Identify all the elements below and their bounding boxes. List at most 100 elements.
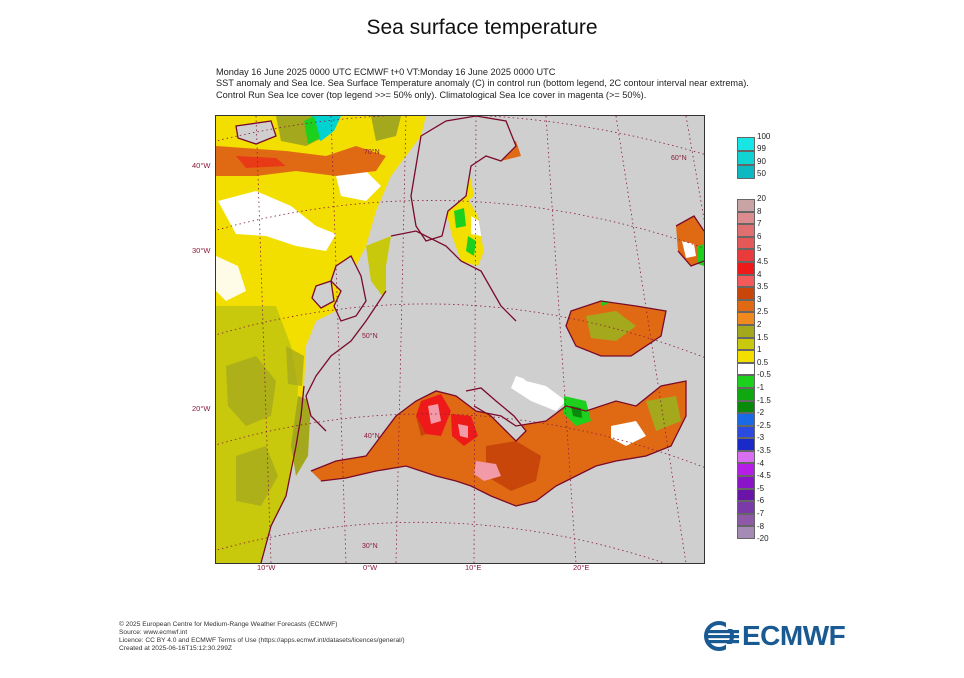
sst-swatch [737, 463, 755, 477]
sst-swatch [737, 438, 755, 451]
sst-swatch [737, 236, 755, 250]
sst-anomaly-map[interactable]: 70°N 60°N 50°N 40°N 30°N [215, 115, 705, 564]
caspian-green [698, 244, 704, 266]
sst-swatch [737, 476, 755, 489]
sst-legend-label: 8 [757, 206, 762, 216]
sst-swatch [737, 488, 755, 502]
sst-swatch [737, 249, 755, 262]
lon-label-20e: 20°E [573, 563, 590, 572]
sst-legend-label: -2 [757, 408, 765, 418]
sst-legend-label: -3.5 [757, 446, 771, 455]
ice-swatch-90 [737, 165, 755, 179]
atlantic-olive-patches [226, 346, 304, 506]
graticule [216, 116, 704, 563]
sst-legend-label: -3 [757, 433, 765, 443]
levantine-olive [646, 396, 681, 431]
greenland-green [304, 116, 320, 144]
header-line-2: SST anomaly and Sea Ice. Sea Surface Tem… [216, 78, 749, 89]
ice-swatch-99 [737, 151, 755, 165]
sst-swatch [737, 211, 755, 225]
inner-label-60n: 60°N [671, 154, 687, 162]
atlantic-white-patches [218, 171, 381, 251]
sst-legend-label: -1.5 [757, 395, 771, 405]
ice-label-50: 50 [757, 169, 766, 178]
sst-swatch [737, 299, 755, 313]
balkans [516, 356, 576, 396]
sst-legend-label: 5 [757, 244, 762, 254]
sst-legend-label: 7 [757, 219, 762, 229]
mediterranean-sea [311, 381, 686, 506]
sst-legend-label: 0.5 [757, 357, 769, 367]
atlantic-red-north [236, 156, 286, 168]
ireland [312, 281, 334, 308]
sst-swatch [737, 199, 755, 212]
lat-label-40w: 40°W [192, 161, 211, 170]
sst-anomaly-legend: 20 8 7 6 5 4.5 4 3.5 3 2.5 2 1.5 1 0.5 -0.5 -1 -1.5 -2 -2.… [737, 194, 771, 543]
sst-legend-label: -5 [757, 483, 765, 493]
map-canvas: 70°N 60°N 50°N 40°N 30°N [216, 116, 704, 563]
ice-label-90: 90 [757, 157, 766, 166]
sst-legend-label: -6 [757, 496, 765, 506]
caspian-sea [676, 216, 704, 266]
mediterranean-dark-orange [416, 411, 541, 491]
middle-east [656, 416, 704, 563]
sst-swatch [737, 387, 755, 401]
sst-swatch [737, 337, 755, 351]
sst-legend-label: 2.5 [757, 307, 769, 317]
sst-swatch [737, 324, 755, 338]
ice-swatch-100 [737, 137, 755, 151]
sst-legend-label: 6 [757, 231, 762, 241]
iceland [236, 121, 276, 144]
inner-label-30n: 30°N [362, 542, 378, 550]
footer-licence: Licence: CC BY 4.0 and ECMWF Terms of Us… [119, 637, 405, 644]
sst-legend-label: -4 [757, 458, 765, 468]
sst-swatch [737, 261, 755, 275]
sst-swatch [737, 224, 755, 237]
finland-russia [474, 156, 704, 321]
scandinavia [411, 116, 516, 241]
inner-label-50n: 50°N [362, 332, 378, 340]
sst-swatch [737, 450, 755, 464]
sst-swatch [737, 425, 755, 439]
sst-legend-label: 2 [757, 320, 762, 329]
sst-swatch [737, 287, 755, 300]
lat-label-30w: 30°W [192, 246, 211, 255]
lon-label-10e: 10°E [465, 563, 482, 572]
sst-legend-label: 1.5 [757, 332, 769, 342]
sst-legend-label: -0.5 [757, 370, 771, 380]
footer-copyright: © 2025 European Centre for Medium-Range … [119, 621, 338, 628]
sst-legend-label: -20 [757, 534, 769, 544]
sst-legend-label: -4.5 [757, 471, 771, 481]
sst-swatch [737, 362, 755, 376]
great-britain [331, 256, 366, 321]
sst-swatch [737, 312, 755, 325]
ecmwf-logo[interactable]: ECMWF [704, 619, 849, 653]
sst-swatch [737, 350, 755, 363]
turkey [571, 341, 704, 401]
sst-swatch [737, 274, 755, 288]
atlantic-white-patches-2 [216, 211, 271, 301]
inner-label-70n: 70°N [364, 148, 380, 156]
sst-legend-label: 3.5 [757, 282, 769, 292]
footer-created: Created at 2025-06-16T15:12:30.299Z [119, 645, 232, 652]
sst-legend-label: 20 [757, 194, 766, 203]
footer-credits: © 2025 European Centre for Medium-Range … [119, 621, 405, 653]
lon-label-0w: 0°W [363, 563, 378, 572]
ice-label-99: 99 [757, 144, 766, 153]
sst-swatch [737, 413, 755, 426]
sst-swatch-column [737, 199, 755, 540]
sst-legend-label: 4.5 [757, 257, 769, 266]
sst-legend-label: 1 [757, 345, 762, 355]
sst-legend-label: 3 [757, 294, 762, 304]
header-line-3: Control Run Sea Ice cover (top legend >>… [216, 89, 647, 100]
sst-legend-label: -7 [757, 509, 765, 518]
sea-ice-legend: 100 99 90 50 [737, 132, 770, 179]
header-line-1: Monday 16 June 2025 0000 UTC ECMWF t+0 V… [216, 67, 556, 77]
atlantic-orange-north [216, 146, 386, 176]
ecmwf-logo-text: ECMWF [742, 620, 846, 651]
lat-label-20w: 20°W [192, 404, 211, 413]
mediterranean-pink [428, 404, 501, 481]
ecmwf-logo-icon [704, 621, 740, 651]
map-header: Monday 16 June 2025 0000 UTC ECMWF t+0 V… [216, 67, 749, 101]
iberia-coast-strip [291, 396, 311, 476]
